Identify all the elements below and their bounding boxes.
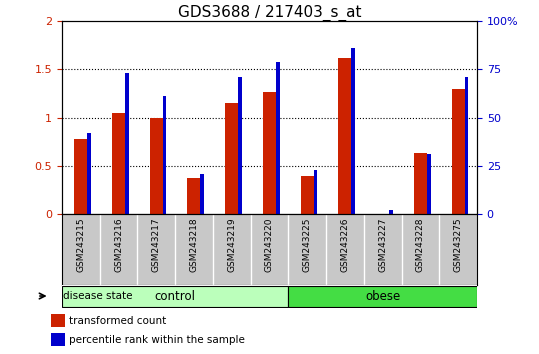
Bar [238,77,242,214]
Text: GSM243218: GSM243218 [190,218,198,272]
Text: GSM243275: GSM243275 [454,218,462,272]
Bar [112,113,125,214]
Text: GSM243227: GSM243227 [378,218,387,272]
Text: transformed count: transformed count [69,316,166,326]
Bar [188,177,201,214]
Bar [87,133,91,214]
Bar [414,153,427,214]
Text: GSM243228: GSM243228 [416,218,425,272]
Bar [427,154,431,214]
Bar [389,210,393,214]
Bar [452,89,465,214]
Bar [51,333,65,346]
Bar [314,170,317,214]
Text: GSM243220: GSM243220 [265,218,274,272]
Bar [201,174,204,214]
Text: disease state: disease state [63,291,132,301]
Bar [301,176,314,214]
Bar [351,48,355,214]
Text: obese: obese [365,290,400,303]
Text: percentile rank within the sample: percentile rank within the sample [69,335,245,345]
Bar [163,97,167,214]
Text: GSM243215: GSM243215 [77,218,85,272]
Text: control: control [155,290,196,303]
Text: GSM243216: GSM243216 [114,218,123,272]
Text: GSM243219: GSM243219 [227,218,236,272]
Bar [62,286,288,307]
Bar [263,92,276,214]
Bar [288,286,477,307]
Bar [150,118,163,214]
Bar [338,58,351,214]
Title: GDS3688 / 217403_s_at: GDS3688 / 217403_s_at [178,5,361,21]
Bar [125,73,129,214]
Text: GSM243225: GSM243225 [303,218,312,272]
Bar [276,62,280,214]
Bar [225,103,238,214]
Bar [51,314,65,327]
Text: GSM243226: GSM243226 [341,218,349,272]
Bar [465,77,468,214]
Bar [74,139,87,214]
Text: GSM243217: GSM243217 [152,218,161,272]
